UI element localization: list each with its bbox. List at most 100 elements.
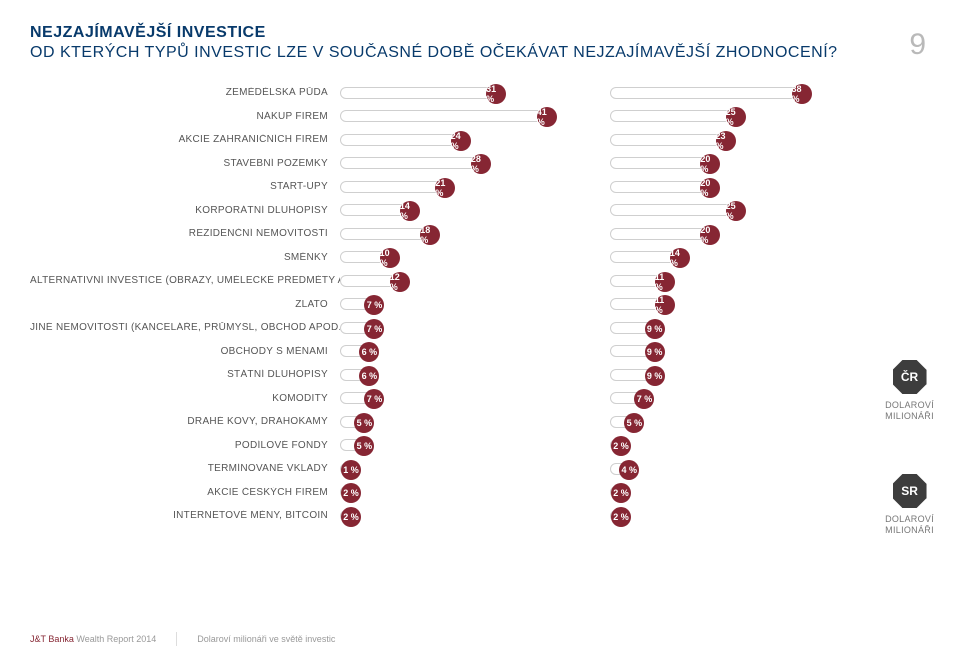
bar-wrap-right: 2 % (610, 439, 838, 451)
bar-wrap-right: 9 % (610, 345, 838, 357)
row-label: PODÍLOVÉ FONDY (30, 440, 340, 451)
bar-value-right: 11 % (655, 272, 675, 292)
bar-right: 2 % (610, 486, 622, 498)
bar-value-right: 5 % (624, 413, 644, 433)
row-bars: 5 %5 % (340, 416, 850, 428)
bar-wrap-left: 10 % (340, 251, 568, 263)
row-label: TERMÍNOVANÉ VKLADY (30, 463, 340, 474)
bar-value-left: 28 % (471, 154, 491, 174)
bar-wrap-right: 5 % (610, 416, 838, 428)
bar-wrap-left: 6 % (340, 345, 568, 357)
bar-right: 9 % (610, 322, 656, 334)
badge-cr: ČR (893, 360, 927, 394)
chart-row: START-UPY21 %20 % (30, 178, 930, 195)
bar-right: 11 % (610, 298, 666, 310)
bar-value-left: 41 % (537, 107, 557, 127)
page-number: 9 (909, 28, 926, 62)
bar-left: 18 % (340, 228, 431, 240)
bar-wrap-left: 2 % (340, 510, 568, 522)
bar-value-right: 20 % (700, 154, 720, 174)
bar-left: 14 % (340, 204, 411, 216)
bar-wrap-right: 20 % (610, 157, 838, 169)
bar-value-left: 7 % (364, 319, 384, 339)
row-bars: 7 % 9 % (340, 322, 850, 334)
title-block: NEJZAJÍMAVĚJŠÍ INVESTICE OD KTERÝCH TYPŮ… (30, 24, 930, 62)
bar-right: 20 % (610, 228, 711, 240)
bar-left: 1 % (340, 463, 352, 475)
bar-left: 2 % (340, 486, 352, 498)
bar-right: 11 % (610, 275, 666, 287)
bar-wrap-left: 7 % (340, 298, 568, 310)
footer-subtitle: Dolaroví milionáři ve světě investic (197, 634, 335, 644)
bar-wrap-right: 38 % (610, 87, 838, 99)
bar-value-left: 14 % (400, 201, 420, 221)
bar-wrap-right: 9 % (610, 322, 838, 334)
page: NEJZAJÍMAVĚJŠÍ INVESTICE OD KTERÝCH TYPŮ… (0, 0, 960, 658)
row-label: STAVEBNÍ POZEMKY (30, 158, 340, 169)
bar-left: 24 % (340, 134, 462, 146)
chart-row: SMĚNKY10 %14 % (30, 249, 930, 266)
bar-wrap-left: 24 % (340, 134, 568, 146)
chart-row: PODÍLOVÉ FONDY5 %2 % (30, 437, 930, 454)
bar-wrap-left: 2 % (340, 486, 568, 498)
bar-left: 6 % (340, 369, 370, 381)
row-bars: 21 % 20 % (340, 181, 850, 193)
bar-wrap-left: 1 % (340, 463, 568, 475)
chart-row: AKCIE ČESKÝCH FIREM2 %2 % (30, 484, 930, 501)
row-bars: 6 %9 % (340, 369, 850, 381)
bar-wrap-right: 25 % (610, 110, 838, 122)
bar-value-right: 9 % (645, 366, 665, 386)
bar-right: 2 % (610, 510, 622, 522)
bar-value-right: 38 % (792, 84, 812, 104)
chart-row: STAVEBNÍ POZEMKY28 %20 % (30, 155, 930, 172)
bar-right: 23 % (610, 134, 727, 146)
bar-value-right: 14 % (670, 248, 690, 268)
bar-wrap-right: 2 % (610, 510, 838, 522)
bar-wrap-right: 23 % (610, 134, 838, 146)
row-bars: 31 %38 % (340, 87, 850, 99)
bar-left: 10 % (340, 251, 391, 263)
row-label: ALTERNATIVNÍ INVESTICE (OBRAZY, UMĚLECKÉ… (30, 275, 340, 286)
bar-wrap-left: 7 % (340, 392, 568, 404)
bar-wrap-right: 20 % (610, 181, 838, 193)
bar-value-left: 21 % (435, 178, 455, 198)
bar-chart: ZEMĚDĚLSKÁ PŮDA31 %38 %NÁKUP FIREM41 %25… (30, 84, 930, 524)
row-bars: 14 %25 % (340, 204, 850, 216)
bar-value-right: 11 % (655, 295, 675, 315)
row-bars: 24 % 23 % (340, 134, 850, 146)
bar-left: 7 % (340, 322, 375, 334)
legend-cr-text: DOLAROVÍ MILIONÁŘI (885, 400, 934, 422)
chart-row: STÁTNÍ DLUHOPISY6 %9 % (30, 366, 930, 383)
bar-right: 20 % (610, 157, 711, 169)
bar-left: 21 % (340, 181, 446, 193)
bar-value-left: 6 % (359, 366, 379, 386)
row-label: STÁTNÍ DLUHOPISY (30, 369, 340, 380)
row-label: OBCHODY S MĚNAMI (30, 346, 340, 357)
chart-row: ZEMĚDĚLSKÁ PŮDA31 %38 % (30, 84, 930, 101)
bar-left: 7 % (340, 392, 375, 404)
legend-cr: ČR DOLAROVÍ MILIONÁŘI (885, 360, 934, 422)
chart-row: KOMODITY7 %7 % (30, 390, 930, 407)
bar-right: 4 % (610, 463, 630, 475)
bar-right: 2 % (610, 439, 622, 451)
bar-value-left: 1 % (341, 460, 361, 480)
chart-row: REZIDENČNÍ NEMOVITOSTI18 %20 % (30, 225, 930, 242)
chart-row: AKCIE ZAHRANIČNÍCH FIREM24 %23 % (30, 131, 930, 148)
row-bars: 6 % 9 % (340, 345, 850, 357)
bar-value-right: 2 % (611, 507, 631, 527)
footer-doc: Wealth Report 2014 (76, 634, 156, 644)
row-label: AKCIE ČESKÝCH FIREM (30, 487, 340, 498)
bar-right: 25 % (610, 110, 737, 122)
bar-value-right: 25 % (726, 107, 746, 127)
bar-right: 9 % (610, 345, 656, 357)
bar-value-left: 12 % (390, 272, 410, 292)
bar-left: 41 % (340, 110, 548, 122)
bar-wrap-left: 12 % (340, 275, 568, 287)
bar-value-left: 24 % (451, 131, 471, 151)
legend-sr-line2: MILIONÁŘI (885, 525, 934, 535)
row-label: NÁKUP FIREM (30, 111, 340, 122)
bar-value-left: 7 % (364, 389, 384, 409)
bar-left: 28 % (340, 157, 482, 169)
footer: J&T Banka Wealth Report 2014 Dolaroví mi… (30, 632, 335, 646)
bar-right: 7 % (610, 392, 645, 404)
